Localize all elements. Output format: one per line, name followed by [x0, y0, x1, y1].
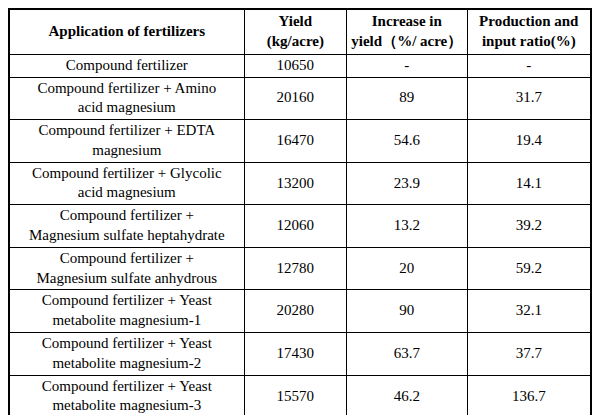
ratio-cell: 37.7 [467, 333, 591, 376]
ratio-cell: - [467, 54, 591, 77]
header-application: Application of fertilizers [9, 9, 244, 54]
table-row: Compound fertilizer + Yeast metabolite m… [9, 333, 591, 376]
yield-cell: 12780 [244, 247, 346, 290]
yield-cell: 17430 [244, 333, 346, 376]
application-cell: Compound fertilizer + Yeast metabolite m… [9, 375, 244, 415]
increase-cell: 46.2 [347, 375, 467, 415]
ratio-cell: 59.2 [467, 247, 591, 290]
ratio-cell: 31.7 [467, 77, 591, 120]
ratio-cell: 14.1 [467, 162, 591, 205]
increase-cell: 54.6 [347, 120, 467, 163]
yield-cell: 15570 [244, 375, 346, 415]
application-cell: Compound fertilizer + Yeast metabolite m… [9, 333, 244, 376]
yield-cell: 12060 [244, 205, 346, 248]
application-cell: Compound fertilizer + Glycolic acid magn… [9, 162, 244, 205]
application-cell: Compound fertilizer + Amino acid magnesi… [9, 77, 244, 120]
yield-cell: 20160 [244, 77, 346, 120]
table-row: Compound fertilizer + Amino acid magnesi… [9, 77, 591, 120]
fertilizer-table-container: Application of fertilizers Yield (kg/acr… [8, 8, 592, 406]
table-row: Compound fertilizer + Yeast metabolite m… [9, 290, 591, 333]
increase-cell: 90 [347, 290, 467, 333]
table-row: Compound fertilizer + Glycolic acid magn… [9, 162, 591, 205]
table-row: Compound fertilizer 10650 - - [9, 54, 591, 77]
increase-cell: 20 [347, 247, 467, 290]
yield-cell: 13200 [244, 162, 346, 205]
application-cell: Compound fertilizer + Magnesium sulfate … [9, 205, 244, 248]
ratio-cell: 136.7 [467, 375, 591, 415]
application-cell: Compound fertilizer + EDTA magnesium [9, 120, 244, 163]
increase-cell: - [347, 54, 467, 77]
header-increase: Increase in yield（%/ acre） [347, 9, 467, 54]
increase-cell: 89 [347, 77, 467, 120]
header-yield: Yield (kg/acre) [244, 9, 346, 54]
ratio-cell: 39.2 [467, 205, 591, 248]
application-cell: Compound fertilizer + Yeast metabolite m… [9, 290, 244, 333]
table-row: Compound fertilizer + EDTA magnesium 164… [9, 120, 591, 163]
application-cell: Compound fertilizer [9, 54, 244, 77]
table-row: Compound fertilizer + Yeast metabolite m… [9, 375, 591, 415]
table-row: Compound fertilizer + Magnesium sulfate … [9, 205, 591, 248]
increase-cell: 23.9 [347, 162, 467, 205]
table-header-row: Application of fertilizers Yield (kg/acr… [9, 9, 591, 54]
ratio-cell: 32.1 [467, 290, 591, 333]
header-ratio: Production and input ratio(%) [467, 9, 591, 54]
application-cell: Compound fertilizer + Magnesium sulfate … [9, 247, 244, 290]
yield-cell: 10650 [244, 54, 346, 77]
yield-cell: 16470 [244, 120, 346, 163]
table-row: Compound fertilizer + Magnesium sulfate … [9, 247, 591, 290]
fertilizer-data-table: Application of fertilizers Yield (kg/acr… [8, 8, 592, 415]
increase-cell: 63.7 [347, 333, 467, 376]
increase-cell: 13.2 [347, 205, 467, 248]
yield-cell: 20280 [244, 290, 346, 333]
ratio-cell: 19.4 [467, 120, 591, 163]
